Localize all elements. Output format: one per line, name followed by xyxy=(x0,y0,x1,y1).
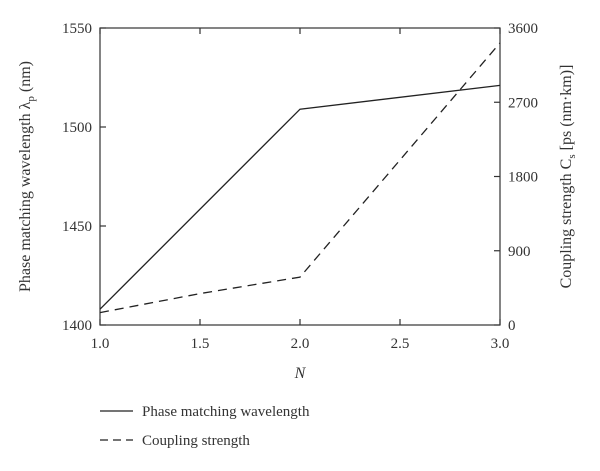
y-right-label-sub: s xyxy=(566,154,578,158)
y-right-label-tail: [ps (nm·km)] xyxy=(558,65,575,155)
x-tick-label: 2.5 xyxy=(391,336,410,352)
plot-frame xyxy=(99,27,501,326)
y-left-axis-label: Phase matching wavelength λp (nm) xyxy=(17,61,37,292)
y-left-tick-label: 1450 xyxy=(62,219,92,235)
x-tick-label: 2.0 xyxy=(291,336,310,352)
legend-label-coupling-strength: Coupling strength xyxy=(142,433,250,449)
series-line-phase-matching xyxy=(99,84,501,310)
y-left-tick-label: 1500 xyxy=(62,120,92,136)
y-right-tick-label: 1800 xyxy=(508,170,538,186)
y-right-tick-label: 2700 xyxy=(508,95,538,111)
y-right-tick-label: 900 xyxy=(508,244,531,260)
y-left-label-tail: (nm) xyxy=(17,61,34,96)
y-left-tick-label: 1400 xyxy=(62,318,92,334)
y-left-label-main: Phase matching wavelength λ xyxy=(17,101,34,292)
ticks-layer: 1.0 1.5 2.0 2.5 3.0 1400 1450 1500 1550 0 900 1800 2… xyxy=(62,21,538,352)
x-axis-label: N xyxy=(294,365,307,382)
x-tick-label: 1.0 xyxy=(91,336,110,352)
series-layer xyxy=(99,42,501,314)
x-tick-label: 3.0 xyxy=(491,336,510,352)
legend-label-phase-matching: Phase matching wavelength xyxy=(142,404,310,420)
y-right-tick-label: 0 xyxy=(508,318,516,334)
legend: Phase matching wavelength Coupling stren… xyxy=(100,404,310,449)
y-right-axis-label: Coupling strength Cs [ps (nm·km)] xyxy=(558,65,578,289)
y-left-label-sub: p xyxy=(25,96,37,102)
series-line-coupling-strength xyxy=(99,42,501,314)
y-right-tick-label: 3600 xyxy=(508,21,538,37)
y-left-tick-label: 1550 xyxy=(62,21,92,37)
x-tick-label: 1.5 xyxy=(191,336,210,352)
y-right-label-main: Coupling strength C xyxy=(558,159,575,289)
